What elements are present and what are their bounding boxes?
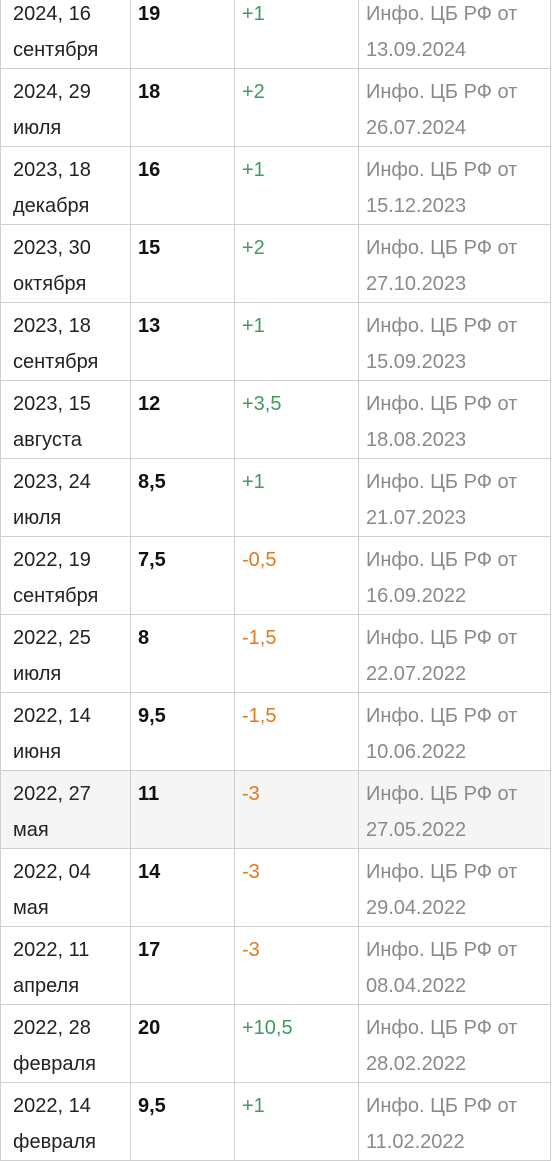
date-cell: 2022, 25 июля xyxy=(0,614,131,693)
table-row: 2024, 29 июля 18 +2 Инфо. ЦБ РФ от 26.07.20… xyxy=(0,68,551,147)
source-cell: Инфо. ЦБ РФ от 18.08.2023 xyxy=(358,380,551,459)
rate-cell: 9,5 xyxy=(130,692,235,771)
change-cell: +10,5 xyxy=(234,1004,359,1083)
change-cell: -3 xyxy=(234,926,359,1005)
rate-cell: 20 xyxy=(130,1004,235,1083)
change-cell: +1 xyxy=(234,1082,359,1161)
rate-cell: 13 xyxy=(130,302,235,381)
rate-cell: 7,5 xyxy=(130,536,235,615)
change-cell: +2 xyxy=(234,68,359,147)
date-cell: 2023, 24 июля xyxy=(0,458,131,537)
source-cell: Инфо. ЦБ РФ от 11.02.2022 xyxy=(358,1082,551,1161)
table-row: 2022, 14 февраля 9,5 +1 Инфо. ЦБ РФ от 11.0… xyxy=(0,1082,551,1161)
table-row: 2022, 19 сентября 7,5 -0,5 Инфо. ЦБ РФ от 1… xyxy=(0,536,551,615)
source-cell: Инфо. ЦБ РФ от 08.04.2022 xyxy=(358,926,551,1005)
rate-cell: 14 xyxy=(130,848,235,927)
change-cell: +1 xyxy=(234,302,359,381)
rate-cell: 16 xyxy=(130,146,235,225)
date-cell: 2022, 11 апреля xyxy=(0,926,131,1005)
date-cell: 2023, 18 сентября xyxy=(0,302,131,381)
table-row: 2022, 25 июля 8 -1,5 Инфо. ЦБ РФ от 22.07.2… xyxy=(0,614,551,693)
change-cell: +3,5 xyxy=(234,380,359,459)
table-row: 2022, 04 мая 14 -3 Инфо. ЦБ РФ от 29.04.202… xyxy=(0,848,551,927)
source-cell: Инфо. ЦБ РФ от 22.07.2022 xyxy=(358,614,551,693)
source-cell: Инфо. ЦБ РФ от 15.09.2023 xyxy=(358,302,551,381)
change-cell: -1,5 xyxy=(234,692,359,771)
source-cell: Инфо. ЦБ РФ от 27.05.2022 xyxy=(358,770,551,849)
source-cell: Инфо. ЦБ РФ от 27.10.2023 xyxy=(358,224,551,303)
table-row: 2023, 18 сентября 13 +1 Инфо. ЦБ РФ от 15.0… xyxy=(0,302,551,381)
date-cell: 2022, 14 июня xyxy=(0,692,131,771)
rate-cell: 11 xyxy=(130,770,235,849)
date-cell: 2022, 14 февраля xyxy=(0,1082,131,1161)
rate-cell: 17 xyxy=(130,926,235,1005)
rate-cell: 15 xyxy=(130,224,235,303)
rate-cell: 8,5 xyxy=(130,458,235,537)
date-cell: 2022, 27 мая xyxy=(0,770,131,849)
change-cell: +1 xyxy=(234,146,359,225)
change-cell: +1 xyxy=(234,0,359,69)
rate-cell: 9,5 xyxy=(130,1082,235,1161)
change-cell: +1 xyxy=(234,458,359,537)
rate-cell: 8 xyxy=(130,614,235,693)
date-cell: 2023, 18 декабря xyxy=(0,146,131,225)
table-row: 2023, 30 октября 15 +2 Инфо. ЦБ РФ от 27.10… xyxy=(0,224,551,303)
table-row: 2023, 15 августа 12 +3,5 Инфо. ЦБ РФ от 18.… xyxy=(0,380,551,459)
source-cell: Инфо. ЦБ РФ от 13.09.2024 xyxy=(358,0,551,69)
change-cell: -0,5 xyxy=(234,536,359,615)
table-row: 2022, 14 июня 9,5 -1,5 Инфо. ЦБ РФ от 10.06… xyxy=(0,692,551,771)
source-cell: Инфо. ЦБ РФ от 21.07.2023 xyxy=(358,458,551,537)
change-cell: -3 xyxy=(234,770,359,849)
date-cell: 2024, 16 сентября xyxy=(0,0,131,69)
date-cell: 2022, 19 сентября xyxy=(0,536,131,615)
rate-cell: 18 xyxy=(130,68,235,147)
source-cell: Инфо. ЦБ РФ от 15.12.2023 xyxy=(358,146,551,225)
source-cell: Инфо. ЦБ РФ от 28.02.2022 xyxy=(358,1004,551,1083)
table-row: 2022, 27 мая 11 -3 Инфо. ЦБ РФ от 27.05.202… xyxy=(0,770,551,849)
date-cell: 2023, 15 августа xyxy=(0,380,131,459)
date-cell: 2022, 04 мая xyxy=(0,848,131,927)
date-cell: 2023, 30 октября xyxy=(0,224,131,303)
change-cell: -1,5 xyxy=(234,614,359,693)
date-cell: 2022, 28 февраля xyxy=(0,1004,131,1083)
table-row: 2024, 16 сентября 19 +1 Инфо. ЦБ РФ от 13.0… xyxy=(0,0,551,69)
source-cell: Инфо. ЦБ РФ от 10.06.2022 xyxy=(358,692,551,771)
table-row: 2022, 28 февраля 20 +10,5 Инфо. ЦБ РФ от 28… xyxy=(0,1004,551,1083)
source-cell: Инфо. ЦБ РФ от 29.04.2022 xyxy=(358,848,551,927)
table-row: 2023, 18 декабря 16 +1 Инфо. ЦБ РФ от 15.12… xyxy=(0,146,551,225)
rate-cell: 19 xyxy=(130,0,235,69)
table-row: 2022, 11 апреля 17 -3 Инфо. ЦБ РФ от 08.04.… xyxy=(0,926,551,1005)
source-cell: Инфо. ЦБ РФ от 26.07.2024 xyxy=(358,68,551,147)
source-cell: Инфо. ЦБ РФ от 16.09.2022 xyxy=(358,536,551,615)
rate-cell: 12 xyxy=(130,380,235,459)
date-cell: 2024, 29 июля xyxy=(0,68,131,147)
table-row: 2023, 24 июля 8,5 +1 Инфо. ЦБ РФ от 21.07.2… xyxy=(0,458,551,537)
change-cell: -3 xyxy=(234,848,359,927)
change-cell: +2 xyxy=(234,224,359,303)
